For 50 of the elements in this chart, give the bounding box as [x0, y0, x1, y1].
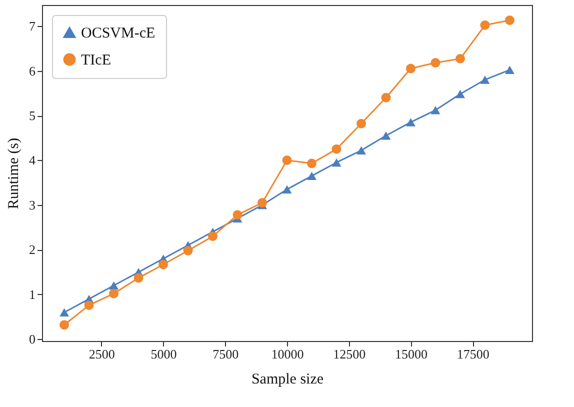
point: [307, 158, 316, 168]
point: [109, 288, 119, 298]
x-tick-label: 15000: [394, 346, 428, 362]
point: [406, 118, 416, 126]
point: [134, 273, 144, 283]
y-tick-label: 2: [29, 242, 36, 258]
point: [381, 92, 391, 102]
x-tick-label: 2500: [88, 346, 115, 362]
point: [282, 156, 292, 165]
y-axis-title: Runtime (s): [6, 138, 22, 210]
legend-label: TIcE: [81, 52, 111, 68]
point: [332, 144, 342, 154]
point: [455, 54, 465, 64]
x-tick-label: 5000: [150, 346, 177, 362]
y-tick-label: 1: [29, 286, 36, 302]
point: [356, 146, 366, 155]
y-tick-label: 4: [29, 152, 36, 168]
point: [60, 320, 70, 330]
y-tick-label: 7: [29, 18, 36, 34]
point: [406, 64, 416, 74]
legend-label: OCSVM-cE: [81, 26, 156, 42]
point: [504, 15, 514, 25]
point: [109, 281, 119, 290]
point: [84, 300, 94, 310]
x-tick-label: 17500: [456, 346, 490, 362]
y-tick-label: 3: [29, 197, 36, 212]
point: [332, 158, 342, 167]
x-tick-label: 7500: [212, 346, 239, 362]
point: [504, 66, 514, 74]
point: [480, 20, 490, 30]
point: [208, 232, 218, 242]
y-tick-label: 5: [29, 108, 36, 124]
point: [356, 118, 366, 128]
x-axis-title: Sample size: [251, 372, 324, 388]
x-tick-label: 10000: [271, 346, 304, 362]
x-tick-label: 12500: [333, 346, 366, 362]
point: [282, 185, 292, 194]
point: [455, 90, 465, 98]
point: [183, 246, 193, 256]
point: [480, 76, 490, 84]
point: [430, 58, 440, 68]
point: [430, 106, 440, 114]
y-tick-label: 0: [29, 332, 36, 347]
point: [381, 132, 391, 140]
point: [158, 260, 168, 270]
point: [60, 308, 70, 316]
point: [258, 198, 267, 208]
point: [232, 210, 242, 220]
y-tick-label: 6: [29, 63, 36, 78]
point: [307, 172, 316, 180]
